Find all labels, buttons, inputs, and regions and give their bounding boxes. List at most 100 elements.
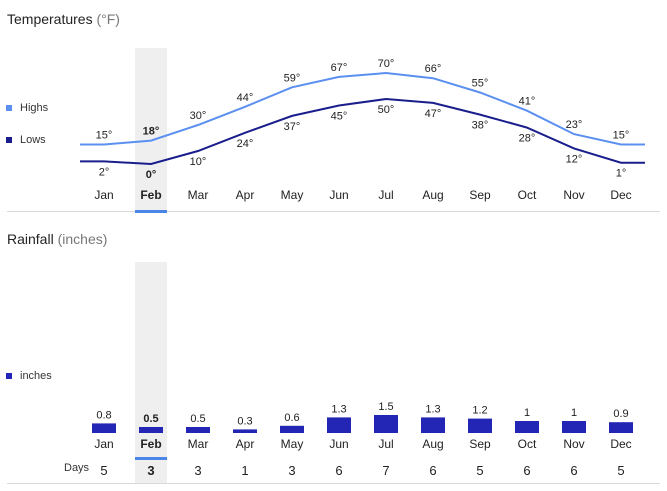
- rain-bar-dec[interactable]: [609, 422, 633, 433]
- highs-label-jul: 70°: [378, 58, 395, 70]
- temp-month-label-jul: Jul: [378, 188, 393, 202]
- rain-days-value-aug: 6: [429, 463, 436, 478]
- legend-lows-label: Lows: [20, 134, 46, 146]
- legend-highs-label: Highs: [20, 102, 49, 114]
- rain-month-label-jul: Jul: [378, 437, 393, 451]
- lows-label-may: 37°: [284, 121, 301, 133]
- rain-bar-may[interactable]: [280, 425, 304, 433]
- rain-value-label-nov: 1: [571, 407, 577, 419]
- rain-days-value-mar: 3: [194, 463, 201, 478]
- selected-month-band-rainfall: [135, 262, 167, 483]
- rain-month-label-jan: Jan: [94, 437, 113, 451]
- rain-bar-mar[interactable]: [186, 427, 210, 433]
- legend-lows-swatch: [6, 137, 12, 143]
- lows-label-apr: 24°: [237, 138, 254, 150]
- temp-month-label-mar: Mar: [188, 188, 209, 202]
- days-label: Days: [64, 462, 90, 474]
- legend-highs-swatch: [6, 105, 12, 111]
- legend-inches-swatch: [6, 373, 12, 379]
- bottom-divider: [7, 483, 660, 484]
- rain-value-label-jun: 1.3: [331, 403, 346, 415]
- lows-label-jun: 45°: [331, 111, 348, 123]
- rain-value-label-sep: 1.2: [472, 405, 487, 417]
- rain-value-label-oct: 1: [524, 407, 530, 419]
- lows-label-aug: 47°: [425, 108, 442, 120]
- rain-bar-jun[interactable]: [327, 417, 351, 433]
- highs-line: [80, 71, 645, 146]
- highs-label-oct: 41°: [519, 96, 536, 108]
- rain-value-label-apr: 0.3: [237, 415, 252, 427]
- rain-days-value-jul: 7: [382, 463, 389, 478]
- temperatures-title-text: Temperatures: [7, 11, 93, 27]
- rain-month-label-may: May: [281, 437, 304, 451]
- highs-label-nov: 23°: [566, 119, 583, 131]
- highs-label-aug: 66°: [425, 63, 442, 75]
- highs-label-may: 59°: [284, 72, 301, 84]
- rain-days-value-feb: 3: [147, 463, 154, 478]
- legend-highs[interactable]: Highs: [6, 102, 48, 114]
- rain-value-label-mar: 0.5: [190, 413, 205, 425]
- rain-bar-nov[interactable]: [562, 421, 586, 433]
- legend-lows[interactable]: Lows: [6, 134, 46, 146]
- lows-line: [80, 97, 645, 166]
- rain-days-value-nov: 6: [570, 463, 577, 478]
- rain-bar-jan[interactable]: [92, 423, 116, 433]
- highs-label-jan: 15°: [96, 130, 113, 142]
- lows-label-oct: 28°: [519, 133, 536, 145]
- rain-bar-apr[interactable]: [233, 429, 257, 433]
- temp-month-label-may: May: [281, 188, 304, 202]
- highs-label-sep: 55°: [472, 78, 489, 90]
- rainfall-title: Rainfall (inches): [7, 231, 107, 247]
- rain-bar-jul[interactable]: [374, 415, 398, 433]
- rainfall-unit: (inches): [57, 231, 108, 247]
- lows-label-mar: 10°: [190, 156, 207, 168]
- section-divider: [7, 211, 660, 212]
- lows-label-feb: 0°: [146, 169, 157, 181]
- selected-month-underline-rainfall: [135, 457, 167, 460]
- rain-bar-aug[interactable]: [421, 417, 445, 433]
- highs-label-mar: 30°: [190, 110, 207, 122]
- rain-value-label-feb: 0.5: [143, 413, 158, 425]
- highs-label-dec: 15°: [613, 130, 630, 142]
- lows-label-dec: 1°: [616, 168, 627, 180]
- temp-month-label-feb: Feb: [140, 188, 161, 202]
- rain-month-label-mar: Mar: [188, 437, 209, 451]
- highs-label-feb: 18°: [143, 126, 160, 138]
- rain-bar-oct[interactable]: [515, 421, 539, 433]
- rain-month-label-jun: Jun: [329, 437, 348, 451]
- rain-days-value-jan: 5: [100, 463, 107, 478]
- rain-value-label-jan: 0.8: [96, 409, 111, 421]
- lows-label-nov: 12°: [566, 153, 583, 165]
- lows-label-jan: 2°: [99, 166, 110, 178]
- selected-month-underline-temperatures: [135, 210, 167, 213]
- rain-value-label-jul: 1.5: [378, 401, 393, 413]
- temp-month-label-sep: Sep: [469, 188, 491, 202]
- legend-inches-label: inches: [20, 370, 52, 382]
- temperatures-title: Temperatures (°F): [7, 11, 120, 27]
- temp-month-label-jan: Jan: [94, 188, 113, 202]
- temp-month-label-nov: Nov: [563, 188, 584, 202]
- rainfall-title-text: Rainfall: [7, 231, 54, 247]
- rain-month-label-aug: Aug: [422, 437, 443, 451]
- rain-days-value-apr: 1: [241, 463, 248, 478]
- rain-month-label-sep: Sep: [469, 437, 491, 451]
- rain-bar-sep[interactable]: [468, 418, 492, 433]
- highs-label-apr: 44°: [237, 92, 254, 104]
- temp-month-label-oct: Oct: [518, 188, 537, 202]
- temp-month-label-jun: Jun: [329, 188, 348, 202]
- rain-value-label-may: 0.6: [284, 412, 299, 424]
- selected-month-band-temperatures: [135, 48, 167, 210]
- legend-inches[interactable]: inches: [6, 370, 52, 382]
- rain-value-label-aug: 1.3: [425, 403, 440, 415]
- rain-days-value-dec: 5: [617, 463, 624, 478]
- temp-month-label-apr: Apr: [236, 188, 255, 202]
- temp-month-label-aug: Aug: [422, 188, 443, 202]
- rain-days-value-may: 3: [288, 463, 295, 478]
- rain-month-label-nov: Nov: [563, 437, 584, 451]
- rain-days-value-sep: 5: [476, 463, 483, 478]
- rain-month-label-oct: Oct: [518, 437, 537, 451]
- rain-bar-feb[interactable]: [139, 427, 163, 433]
- lows-label-jul: 50°: [378, 104, 395, 116]
- rain-month-label-apr: Apr: [236, 437, 255, 451]
